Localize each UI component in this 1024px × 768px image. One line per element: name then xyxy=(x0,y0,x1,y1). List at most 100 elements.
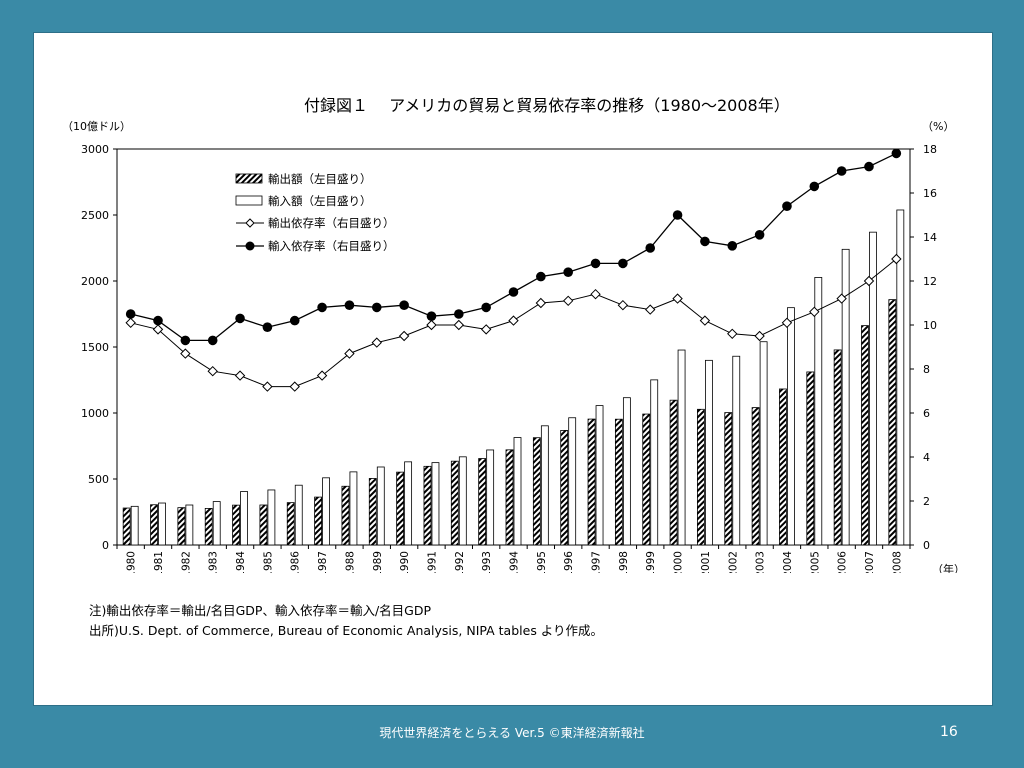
x-tick-label: 1990 xyxy=(399,551,411,573)
note-source: 出所)U.S. Dept. of Commerce, Bureau of Eco… xyxy=(89,623,604,638)
export-rate-point xyxy=(426,319,437,331)
import-rate-point xyxy=(754,230,765,240)
bar-exports xyxy=(833,349,842,546)
left-tick-label: 500 xyxy=(88,473,109,486)
bar-imports xyxy=(376,466,385,546)
export-rate-point xyxy=(180,348,191,359)
note-definition: 注)輸出依存率＝輸出/名目GDP、輸入依存率＝輸入/名目GDP xyxy=(89,603,431,618)
legend-label-exports: 輸出額（左目盛り） xyxy=(268,172,372,186)
bar-exports xyxy=(888,299,897,546)
x-tick-label: 2002 xyxy=(727,551,739,573)
bar-exports xyxy=(806,371,815,546)
legend-label-imports: 輸入額（左目盛り） xyxy=(268,194,372,208)
legend: 輸出額（左目盛り） 輸入額（左目盛り） 輸出依存率（右目盛り） 輸入依存率（右目… xyxy=(230,169,428,265)
export-rate-point xyxy=(262,381,273,392)
bar-exports xyxy=(341,485,350,546)
bar-exports xyxy=(560,430,569,546)
bar-imports xyxy=(240,491,248,546)
export-rate-point xyxy=(727,328,738,340)
bar-imports xyxy=(185,504,194,546)
bar-imports xyxy=(650,379,659,546)
left-tick-label: 1500 xyxy=(81,341,109,354)
import-rate-point xyxy=(563,267,573,277)
bar-exports xyxy=(450,460,459,546)
legend-label-export-rate: 輸出依存率（右目盛り） xyxy=(268,216,395,230)
export-rate-point xyxy=(590,288,601,300)
bar-imports xyxy=(896,209,905,546)
import-rate-point xyxy=(700,236,710,247)
bar-imports xyxy=(622,397,631,546)
bar-imports xyxy=(431,462,440,546)
bar-imports xyxy=(294,484,303,546)
import-rate-point xyxy=(262,322,273,333)
bars xyxy=(122,209,905,546)
export-rate-point xyxy=(398,330,410,342)
bar-exports xyxy=(177,507,186,546)
bar-exports xyxy=(122,507,131,546)
legend-label-import-rate: 輸入依存率（右目盛り） xyxy=(268,239,395,253)
left-tick-label: 2500 xyxy=(81,209,109,222)
right-tick-label: 2 xyxy=(923,495,930,508)
import-rate-point xyxy=(782,201,792,211)
export-rate-point xyxy=(645,304,656,315)
import-rate-point xyxy=(672,210,683,220)
chart-notes: 注)輸出依存率＝輸出/名目GDP、輸入依存率＝輸入/名目GDP 出所)U.S. … xyxy=(89,601,603,641)
bar-imports xyxy=(458,456,467,546)
bar-exports xyxy=(751,407,760,546)
bar-exports xyxy=(505,449,514,546)
x-tick-label: 1996 xyxy=(563,551,575,573)
import-rate-point xyxy=(180,335,191,346)
left-axis-unit: （10億ドル） xyxy=(62,120,131,133)
export-rate-point xyxy=(152,324,164,335)
bar-exports xyxy=(423,465,432,546)
x-tick-label: 1993 xyxy=(481,551,493,573)
left-tick-label: 2000 xyxy=(81,275,109,288)
export-rate-point xyxy=(371,337,382,348)
import-rate-point xyxy=(590,258,601,269)
bar-exports xyxy=(478,458,487,546)
bar-exports xyxy=(232,504,240,546)
x-tick-label: 2007 xyxy=(864,551,876,573)
x-tick-label: 2001 xyxy=(700,551,712,573)
bar-imports xyxy=(513,437,522,546)
x-axis-unit: （年） xyxy=(932,562,965,573)
export-rate-point xyxy=(562,295,574,307)
x-tick-label: 1991 xyxy=(426,551,438,573)
legend-background xyxy=(230,169,428,265)
x-tick-label: 1995 xyxy=(536,551,548,573)
import-rate-point xyxy=(153,315,163,326)
import-rate-point xyxy=(344,300,355,311)
bar-imports xyxy=(130,505,139,546)
import-rate-point xyxy=(727,241,738,251)
bar-imports xyxy=(540,425,549,546)
x-tick-label: 1989 xyxy=(372,551,384,573)
export-rate-point xyxy=(316,370,328,381)
bar-exports xyxy=(532,437,541,546)
export-rate-point xyxy=(289,381,300,392)
legend-marker-diamond xyxy=(245,218,255,228)
left-tick-label: 0 xyxy=(102,539,109,552)
x-tick-label: 1992 xyxy=(454,551,466,573)
x-tick-label: 1997 xyxy=(591,551,603,573)
import-rate-point xyxy=(426,311,437,322)
bar-exports xyxy=(697,408,705,546)
bar-exports xyxy=(259,504,268,546)
page-number: 16 xyxy=(940,724,958,740)
slide-panel: 付録図１ アメリカの貿易と貿易依存率の推移（1980〜2008年） （10億ドル… xyxy=(33,32,993,706)
bar-exports xyxy=(286,502,295,546)
import-rate-point xyxy=(481,302,491,313)
bar-exports xyxy=(587,418,596,546)
import-rate-point xyxy=(371,302,382,313)
export-rate-point xyxy=(754,330,765,342)
export-rate-point xyxy=(891,253,902,265)
bar-imports xyxy=(787,307,795,546)
bar-imports xyxy=(841,248,850,546)
slide-footer: 現代世界経済をとらえる Ver.5 ©東洋経済新報社 xyxy=(379,726,645,740)
x-tick-label: 1982 xyxy=(180,551,192,573)
bar-imports xyxy=(814,277,823,546)
x-tick-label: 1983 xyxy=(208,551,220,573)
import-rate-point xyxy=(317,302,327,313)
right-tick-label: 18 xyxy=(923,143,937,156)
import-rate-point xyxy=(508,287,519,297)
x-tick-label: 1994 xyxy=(509,551,521,573)
